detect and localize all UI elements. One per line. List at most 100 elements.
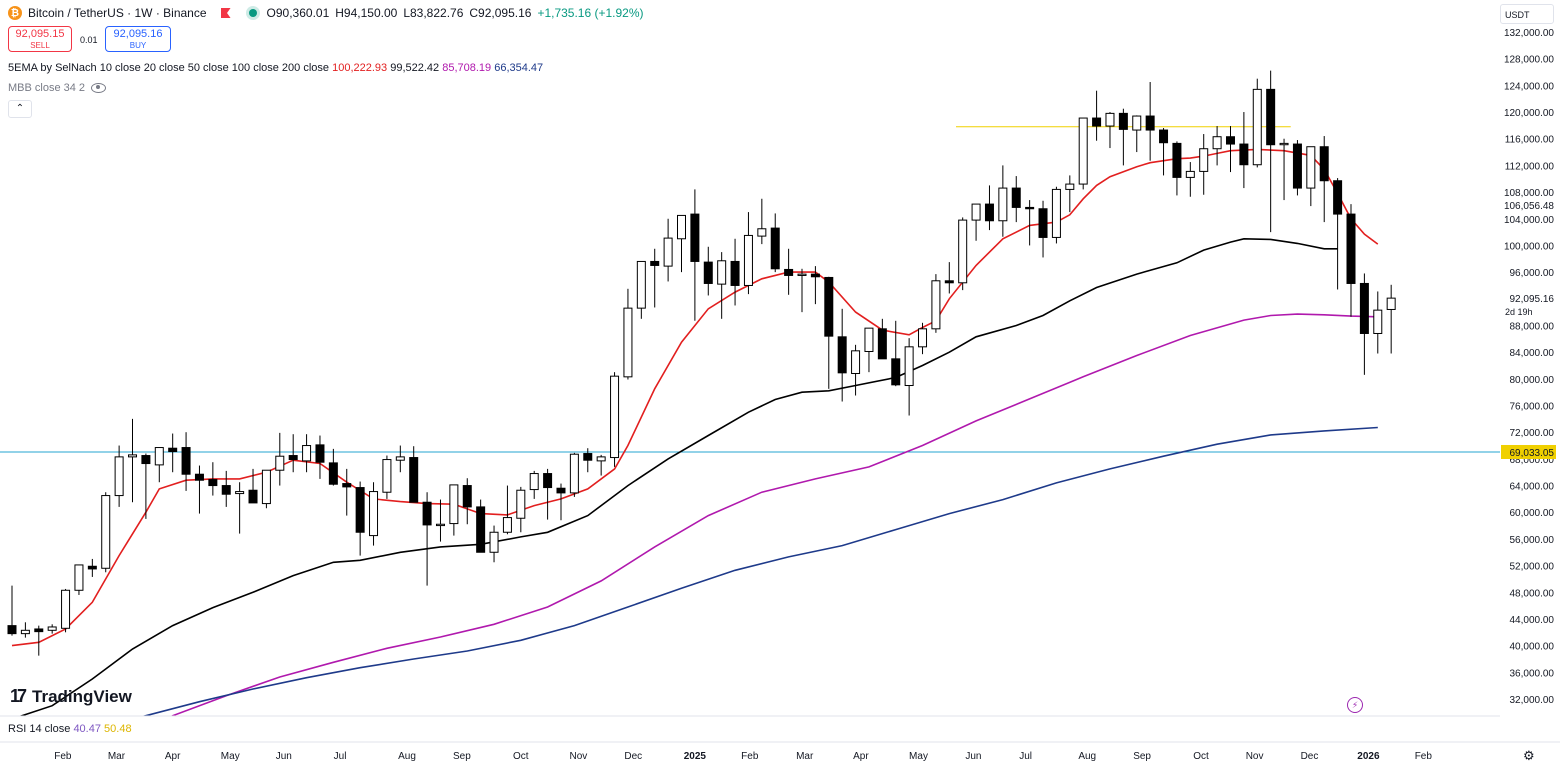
mbb-legend[interactable]: MBB close 34 2 [8, 82, 107, 94]
candle-body [476, 506, 486, 553]
candle [703, 246, 713, 296]
candle-body [1279, 142, 1289, 146]
candle-body [1078, 117, 1088, 185]
candle [1252, 78, 1262, 168]
candle-body [1346, 213, 1356, 284]
gear-icon[interactable]: ⚙ [1523, 748, 1535, 763]
x-tick-label: Aug [1078, 751, 1096, 762]
candle-body [529, 473, 539, 491]
candle [248, 468, 258, 504]
candle-body [837, 336, 847, 374]
candle [623, 288, 633, 380]
candle [1038, 200, 1048, 258]
hidden-eye-icon[interactable] [91, 83, 107, 93]
y-tick-label: 128,000.00 [1504, 55, 1554, 66]
candle [462, 478, 472, 525]
candle-body [1306, 146, 1316, 189]
candle-body [382, 459, 392, 493]
candle [1386, 284, 1396, 354]
y-tick-label: 120,000.00 [1504, 108, 1554, 119]
candle-body [61, 589, 71, 629]
x-tick-label: Jun [965, 751, 981, 762]
candle [569, 452, 579, 497]
candle [114, 445, 124, 507]
x-tick-label: Dec [624, 751, 642, 762]
candle [556, 483, 566, 521]
y-tick-label: 96,000.00 [1510, 268, 1555, 279]
market-open-icon [248, 9, 257, 17]
y-tick-label: 68,000.00 [1510, 455, 1555, 466]
x-tick-label: 2025 [684, 751, 707, 762]
collapse-legend-button[interactable]: ⌃ [8, 100, 32, 118]
candle [1118, 108, 1128, 166]
price-label-bg [1501, 444, 1556, 459]
sell-button[interactable]: 92,095.15 SELL [8, 26, 72, 52]
candle [101, 492, 111, 573]
tradingview-brand: TradingView [32, 686, 132, 706]
ema100-value: 66,354.47 [494, 62, 544, 74]
candle-body [34, 628, 44, 633]
candle [1185, 162, 1195, 197]
candle [194, 465, 204, 514]
candle-body [1118, 112, 1128, 130]
bitcoin-logo-icon: ₿ [8, 6, 22, 20]
candle [690, 189, 700, 321]
candle [944, 262, 954, 294]
candle [1199, 134, 1209, 195]
y-tick-label: 32,000.00 [1510, 695, 1555, 706]
candle [824, 276, 834, 389]
candle [328, 448, 338, 486]
candle-body [931, 280, 941, 330]
candle-body [543, 473, 553, 489]
x-tick-label: Nov [1246, 751, 1264, 762]
x-tick-label: Mar [796, 751, 814, 762]
candle-body [275, 455, 285, 471]
horizontal-lines [0, 126, 1500, 453]
ohlc-close: C92,095.16 [469, 6, 532, 20]
x-tick-label: Apr [165, 751, 181, 762]
ema-legend[interactable]: 5EMA by SelNach 10 close 20 close 50 clo… [8, 62, 543, 74]
y-tick-label: 100,000.00 [1504, 241, 1554, 252]
symbol-header[interactable]: ₿ Bitcoin / TetherUS · 1W · Binance O90,… [8, 6, 644, 20]
candle [47, 624, 57, 634]
candle [61, 588, 71, 633]
candle-body [1199, 148, 1209, 172]
alert-icon[interactable]: ⚡ [1347, 697, 1363, 713]
candle [918, 322, 928, 355]
y-tick-label: 84,000.00 [1510, 348, 1555, 359]
candle [221, 470, 231, 507]
x-tick-label: Dec [1301, 751, 1319, 762]
candle-body [623, 307, 633, 378]
candle [128, 418, 138, 503]
tradingview-mark-icon: 17 [10, 686, 27, 706]
candle-body [650, 260, 660, 266]
candle [770, 213, 780, 273]
candle [743, 212, 753, 295]
y-tick-label: 132,000.00 [1504, 28, 1554, 39]
symbol-title[interactable]: Bitcoin / TetherUS · 1W · Binance [28, 6, 207, 20]
candle [596, 454, 606, 476]
candle [382, 455, 392, 499]
candle-body [703, 261, 713, 284]
buy-button[interactable]: 92,095.16 BUY [105, 26, 171, 52]
price-label-bg [1501, 198, 1556, 213]
rsi-legend[interactable]: RSI 14 close 40.47 50.48 [8, 723, 132, 735]
candle-body [1145, 115, 1155, 131]
series-line-ema-100 [141, 426, 1378, 716]
candle [931, 274, 941, 333]
candle-body [971, 203, 981, 221]
candle [717, 252, 727, 319]
tradingview-logo[interactable]: 17 TradingView [10, 686, 132, 707]
candle [864, 327, 874, 373]
candle-body [556, 487, 566, 494]
candle [422, 492, 432, 586]
candle-body [1239, 143, 1249, 166]
flag-icon[interactable] [220, 8, 231, 18]
candle-body [74, 564, 84, 591]
candle-body [891, 358, 901, 386]
candle-body [717, 260, 727, 285]
candle-body [1011, 187, 1021, 208]
currency-button[interactable]: USDT [1500, 4, 1554, 24]
rsi-ma-value: 50.48 [104, 723, 132, 735]
